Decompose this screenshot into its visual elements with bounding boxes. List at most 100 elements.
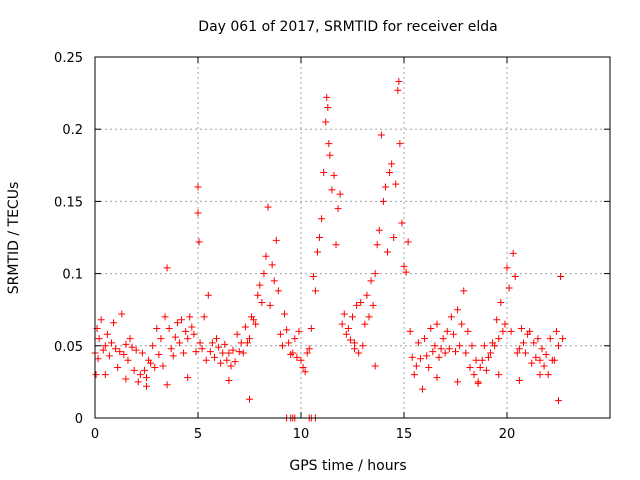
data-point (130, 366, 138, 374)
data-point (532, 353, 540, 361)
data-point (557, 272, 565, 280)
data-point (515, 376, 523, 384)
data-point (458, 320, 466, 328)
data-point (330, 171, 338, 179)
y-tick-label: 0.05 (54, 340, 83, 355)
data-point (94, 355, 102, 363)
data-point (262, 252, 270, 260)
data-point (395, 78, 403, 86)
data-point (134, 378, 142, 386)
data-point (482, 366, 490, 374)
data-point (180, 349, 188, 357)
data-point (406, 327, 414, 335)
data-point (338, 320, 346, 328)
data-point (325, 140, 333, 148)
data-point (419, 385, 427, 393)
data-point (105, 352, 113, 360)
data-point (195, 238, 203, 246)
data-point (474, 379, 482, 387)
data-point (97, 316, 105, 324)
data-point (157, 335, 165, 343)
data-point (202, 356, 210, 364)
y-tick-label: 0.25 (54, 51, 83, 66)
data-point (221, 340, 229, 348)
data-point (167, 345, 175, 353)
data-point (464, 327, 472, 335)
data-point (307, 324, 315, 332)
data-point (155, 350, 163, 358)
data-point (246, 395, 253, 403)
data-point (377, 131, 385, 139)
data-point (452, 348, 459, 356)
data-point (173, 319, 181, 327)
data-point (384, 248, 392, 256)
data-point (421, 335, 429, 343)
data-point (342, 330, 350, 338)
data-point (151, 363, 159, 371)
data-point (513, 349, 521, 357)
data-point (410, 371, 418, 379)
data-point (555, 397, 562, 405)
data-point (379, 197, 387, 205)
data-point (390, 234, 398, 241)
data-point (550, 356, 558, 364)
data-point (101, 342, 109, 350)
data-point (169, 352, 177, 360)
data-point (351, 339, 359, 347)
data-point (460, 287, 468, 295)
data-point (454, 378, 462, 386)
data-point (386, 169, 394, 177)
data-point (501, 320, 509, 328)
y-tick-label: 0 (75, 412, 83, 427)
data-point (427, 324, 435, 332)
data-point (536, 356, 544, 364)
data-point (517, 324, 525, 332)
data-point (326, 151, 334, 159)
data-point (359, 342, 367, 350)
data-point (281, 310, 289, 318)
data-point (336, 190, 344, 198)
data-point (441, 349, 449, 357)
data-point (536, 371, 544, 379)
data-point (252, 320, 260, 328)
data-point (361, 320, 369, 328)
data-point (522, 349, 530, 357)
data-point (285, 339, 293, 347)
data-point (225, 376, 233, 384)
data-point (484, 353, 492, 361)
plot-frame (94, 56, 611, 419)
data-point (206, 348, 214, 356)
data-point (192, 348, 200, 356)
data-point (313, 248, 321, 256)
data-point (270, 277, 278, 285)
data-point (272, 236, 280, 244)
data-point (449, 330, 457, 338)
data-point (544, 371, 552, 379)
data-point (388, 160, 396, 168)
data-point (138, 349, 146, 357)
data-point (178, 316, 186, 324)
data-point (107, 339, 115, 347)
data-point (346, 336, 354, 344)
data-point (357, 298, 365, 306)
data-point (186, 313, 194, 321)
data-point (303, 349, 311, 357)
data-point (433, 374, 441, 382)
data-point (295, 327, 303, 335)
data-point (332, 241, 340, 249)
chart-title: Day 061 of 2017, SRMTID for receiver eld… (198, 19, 497, 35)
data-point (241, 323, 249, 331)
data-point (143, 382, 150, 390)
data-point (320, 169, 328, 177)
data-point (194, 183, 202, 191)
data-point (371, 362, 379, 370)
data-point (136, 371, 144, 379)
data-point (435, 353, 443, 361)
data-point (363, 291, 371, 299)
data-point (120, 350, 128, 358)
x-tick-label: 5 (194, 427, 202, 442)
data-points (91, 78, 567, 422)
data-point (213, 335, 221, 343)
data-point (200, 313, 208, 321)
data-point (538, 345, 546, 353)
